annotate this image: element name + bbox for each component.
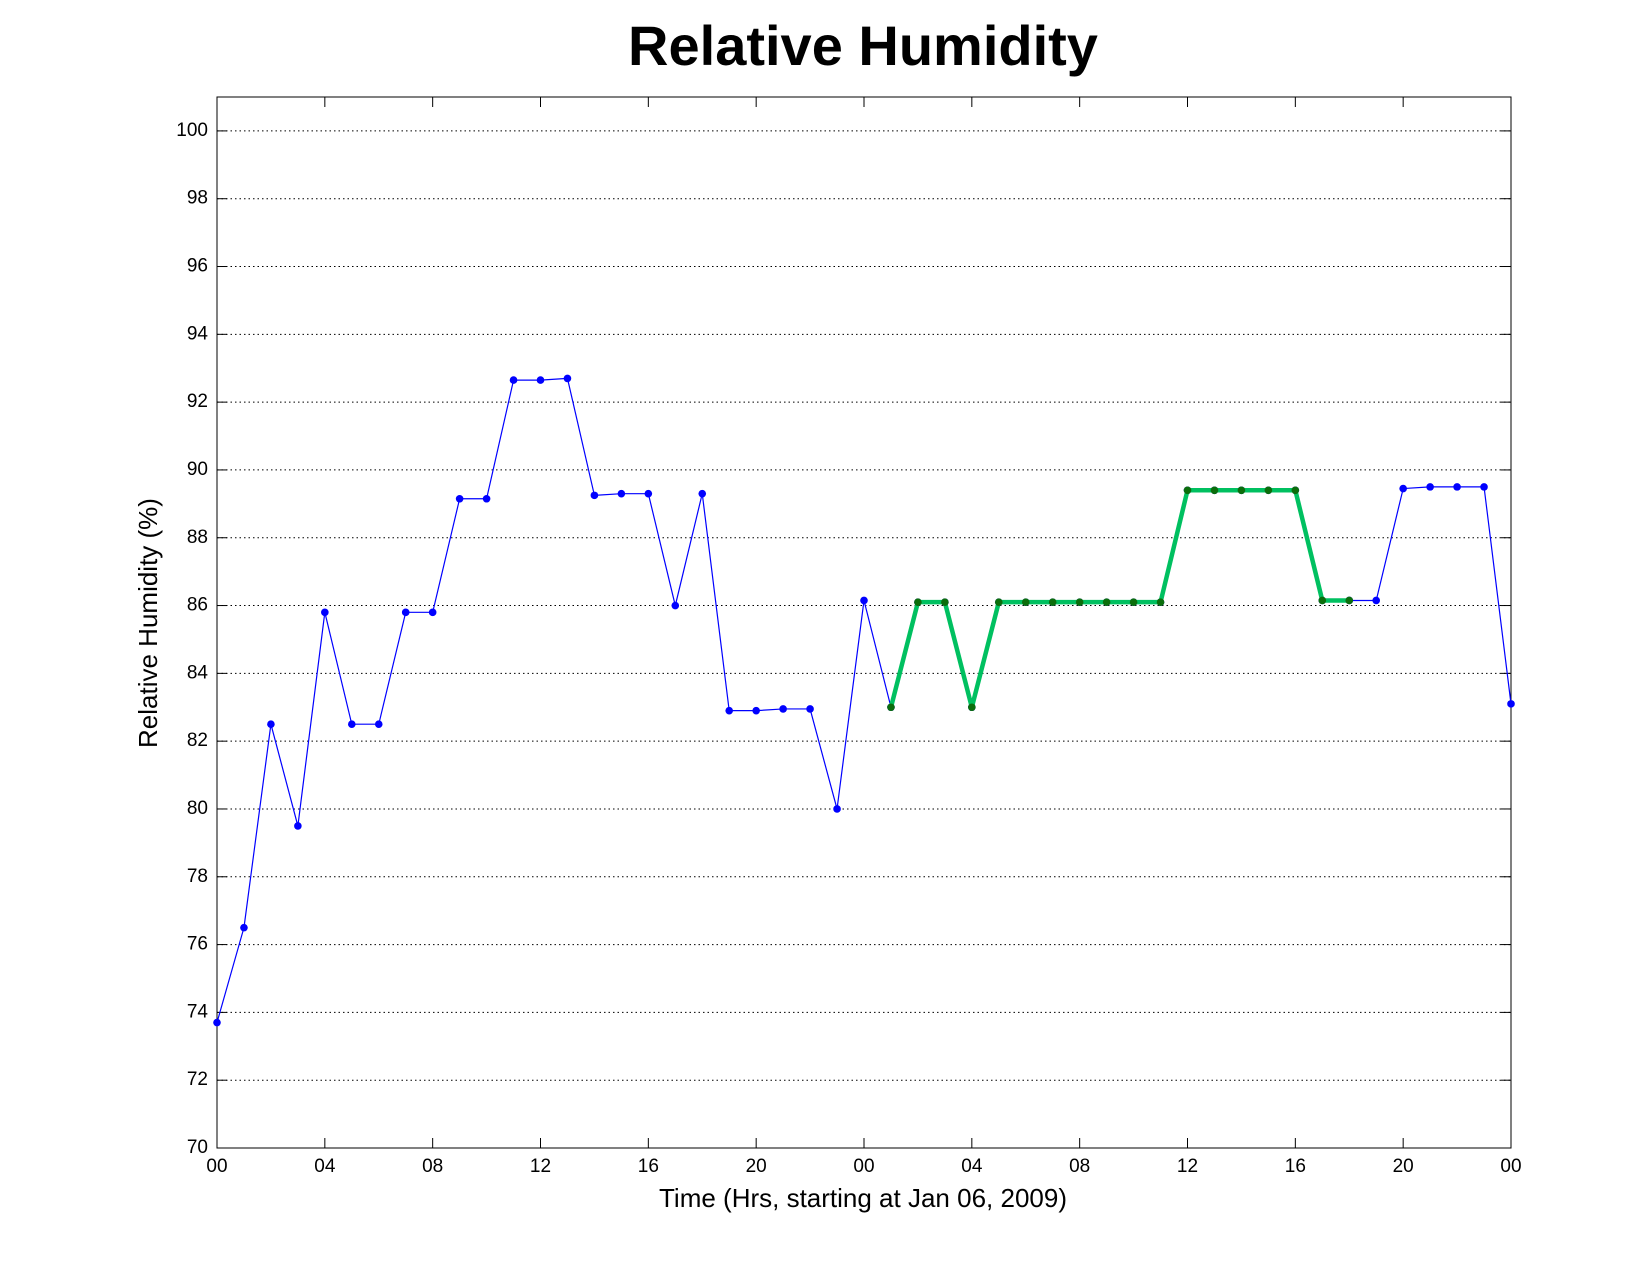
y-tick-label: 96 bbox=[187, 256, 208, 277]
y-axis-label: Relative Humidity (%) bbox=[133, 498, 163, 748]
chart-title: Relative Humidity bbox=[628, 14, 1098, 77]
y-tick-label: 94 bbox=[187, 323, 209, 344]
data-point bbox=[1264, 486, 1273, 495]
series-line bbox=[888, 488, 1350, 710]
x-tick-label: 00 bbox=[853, 1156, 874, 1177]
x-axis-label: Time (Hrs, starting at Jan 06, 2009) bbox=[659, 1183, 1067, 1213]
data-point bbox=[267, 720, 275, 729]
data-point bbox=[1426, 483, 1434, 491]
data-point bbox=[455, 494, 464, 503]
data-point bbox=[374, 720, 383, 729]
data-point bbox=[563, 374, 572, 383]
y-tick-label: 88 bbox=[187, 527, 208, 548]
y-tick-label: 82 bbox=[187, 730, 208, 751]
data-point bbox=[536, 376, 545, 384]
x-tick-label: 12 bbox=[1177, 1156, 1198, 1177]
y-tick-label: 90 bbox=[187, 459, 208, 480]
x-tick-label: 08 bbox=[422, 1156, 443, 1177]
x-tick-label: 00 bbox=[1500, 1156, 1521, 1177]
y-tick-label: 70 bbox=[187, 1137, 208, 1158]
y-tick-label: 86 bbox=[187, 595, 208, 616]
y-tick-label: 100 bbox=[176, 120, 208, 141]
data-point bbox=[1453, 483, 1461, 491]
data-point bbox=[1210, 486, 1219, 495]
data-point bbox=[1480, 483, 1488, 491]
x-tick-label: 16 bbox=[638, 1156, 659, 1177]
data-point bbox=[347, 720, 356, 729]
x-tick-label: 20 bbox=[1393, 1156, 1414, 1177]
data-point bbox=[644, 489, 653, 498]
data-point bbox=[698, 489, 707, 498]
data-point bbox=[590, 491, 599, 500]
y-tick-label: 80 bbox=[187, 798, 208, 819]
data-point bbox=[617, 489, 626, 498]
data-point bbox=[213, 1018, 221, 1027]
data-point bbox=[1048, 598, 1057, 606]
data-point bbox=[725, 706, 734, 715]
y-tick-label: 98 bbox=[187, 188, 208, 209]
data-point bbox=[887, 703, 895, 712]
y-tick-label: 92 bbox=[187, 391, 208, 412]
data-point bbox=[1372, 596, 1381, 605]
data-point bbox=[321, 608, 329, 617]
data-point bbox=[833, 805, 841, 813]
data-point bbox=[1507, 700, 1515, 708]
x-tick-label: 04 bbox=[314, 1156, 336, 1177]
data-point bbox=[968, 703, 976, 712]
data-point bbox=[401, 608, 410, 617]
data-point bbox=[509, 376, 518, 384]
data-point bbox=[1183, 486, 1192, 495]
data-point bbox=[1102, 598, 1111, 606]
data-point bbox=[671, 601, 680, 610]
data-point bbox=[1345, 596, 1354, 605]
data-point bbox=[941, 598, 949, 606]
data-point bbox=[1399, 484, 1407, 493]
y-tick-label: 72 bbox=[187, 1069, 208, 1090]
data-point bbox=[1156, 598, 1165, 606]
data-point bbox=[1237, 486, 1246, 495]
data-point bbox=[994, 598, 1003, 606]
x-tick-label: 00 bbox=[206, 1156, 227, 1177]
y-tick-label: 78 bbox=[187, 866, 208, 887]
data-point bbox=[428, 608, 437, 617]
data-point bbox=[779, 705, 787, 713]
data-point bbox=[1291, 486, 1300, 495]
x-tick-label: 12 bbox=[530, 1156, 551, 1177]
data-point bbox=[482, 494, 491, 503]
data-point bbox=[1129, 598, 1138, 606]
y-tick-label: 84 bbox=[187, 662, 209, 683]
x-tick-label: 08 bbox=[1069, 1156, 1090, 1177]
y-tick-label: 76 bbox=[187, 934, 208, 955]
x-tick-label: 04 bbox=[961, 1156, 983, 1177]
data-point bbox=[806, 705, 814, 713]
y-tick-label: 74 bbox=[187, 1001, 209, 1022]
data-point bbox=[860, 596, 868, 605]
x-tick-label: 16 bbox=[1285, 1156, 1306, 1177]
data-point bbox=[914, 598, 922, 606]
data-point bbox=[240, 923, 248, 932]
data-point bbox=[1318, 596, 1327, 605]
data-point bbox=[294, 822, 302, 830]
data-point bbox=[1021, 598, 1030, 606]
data-point bbox=[752, 706, 760, 715]
data-point bbox=[1075, 598, 1084, 606]
plot-frame bbox=[216, 96, 1512, 1149]
x-tick-label: 20 bbox=[746, 1156, 767, 1177]
